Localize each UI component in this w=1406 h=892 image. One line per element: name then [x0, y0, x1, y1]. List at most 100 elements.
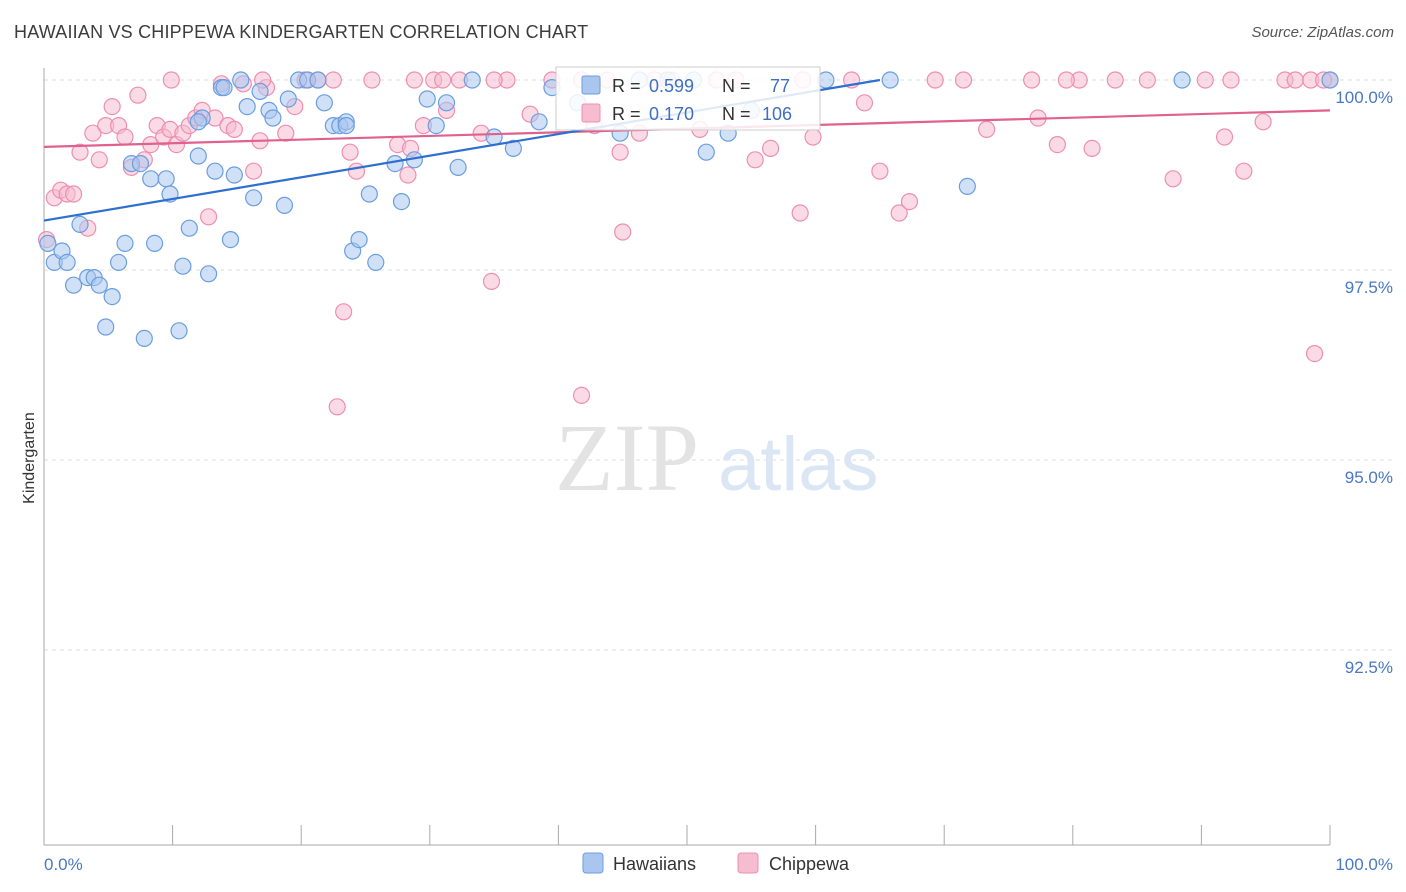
hawaiians-point-10: [103, 288, 121, 306]
chippewa-point-80: [1023, 71, 1041, 89]
hawaiians-point-29: [225, 166, 243, 184]
hawaiians-point-40: [309, 71, 327, 89]
hawaiians-point-3: [58, 253, 76, 271]
hawaiians-point-55: [449, 158, 467, 176]
bottom-legend-swatch-hawaiians: [582, 852, 604, 874]
hawaiians-point-56: [463, 71, 481, 89]
chippewa-point-7: [84, 124, 102, 142]
hawaiians-point-53: [427, 116, 445, 135]
chippewa-point-103: [434, 71, 452, 89]
chippewa-point-75: [890, 204, 908, 222]
chippewa-point-78: [954, 71, 973, 89]
legend-r-value-chippewa: 0.170: [649, 104, 694, 124]
hawaiians-point-57: [485, 128, 503, 146]
hawaiians-points: [39, 71, 1339, 347]
watermark-atlas: atlas: [718, 422, 879, 507]
chippewa-point-88: [1196, 71, 1214, 89]
chippewa-point-4: [64, 185, 83, 203]
series-legend: Hawaiians Chippewa: [582, 852, 850, 874]
chippewa-point-90: [1222, 71, 1240, 89]
chippewa-point-92: [1254, 113, 1272, 131]
hawaiians-point-15: [135, 329, 153, 347]
hawaiians-point-14: [131, 155, 150, 173]
legend-r-label-hawaiians: R =: [612, 76, 641, 96]
bottom-legend-label-chippewa: Chippewa: [769, 854, 850, 874]
y-axis-label: Kindergarten: [21, 412, 38, 504]
chippewa-point-82: [1048, 136, 1066, 154]
source-label: Source: ZipAtlas.com: [1251, 24, 1394, 41]
hawaiians-point-23: [189, 147, 207, 165]
legend-swatch-hawaiians: [581, 75, 601, 95]
chippewa-point-87: [1164, 170, 1182, 188]
hawaiians-point-26: [206, 162, 224, 180]
watermark-zip: ZIP: [555, 404, 699, 511]
hawaiians-point-12: [116, 234, 134, 252]
chippewa-point-25: [200, 208, 218, 226]
chippewa-point-8: [90, 151, 108, 169]
bottom-legend-swatch-chippewa: [737, 852, 759, 874]
chippewa-point-12: [116, 128, 134, 146]
hawaiians-point-11: [109, 253, 128, 271]
hawaiians-point-9: [97, 318, 115, 336]
legend-n-label-hawaiians: N =: [722, 76, 751, 96]
chippewa-point-29: [225, 120, 243, 138]
bottom-legend-label-hawaiians: Hawaiians: [613, 854, 696, 874]
chippewa-point-105: [162, 71, 180, 89]
chippewa-point-58: [572, 386, 591, 404]
hawaiians-point-8: [90, 276, 108, 294]
hawaiians-point-22: [180, 219, 198, 237]
legend-n-value-chippewa: 106: [762, 104, 792, 124]
chippewa-point-76: [900, 193, 919, 211]
hawaiians-point-69: [881, 71, 899, 89]
hawaiians-point-70: [958, 177, 976, 195]
chippewa-point-40: [335, 303, 353, 321]
chart-title: HAWAIIAN VS CHIPPEWA KINDERGARTEN CORREL…: [14, 22, 589, 42]
hawaiians-point-47: [360, 185, 378, 203]
chippewa-point-89: [1215, 128, 1234, 146]
chippewa-point-84: [1083, 139, 1101, 157]
chippewa-point-79: [978, 120, 996, 138]
hawaiians-point-33: [251, 82, 269, 101]
hawaiians-point-21: [174, 257, 192, 275]
correlation-legend: R = 0.599 N = 77 R = 0.170 N = 106: [555, 66, 821, 131]
y-tick-label-2: 97.5%: [1345, 278, 1393, 297]
hawaiians-point-59: [530, 113, 548, 131]
chippewa-point-69: [761, 139, 780, 157]
hawaiians-point-18: [157, 170, 175, 188]
legend-swatch-chippewa: [581, 103, 601, 123]
chippewa-point-96: [1305, 345, 1324, 363]
chippewa-point-42: [347, 162, 366, 180]
hawaiians-point-52: [418, 90, 436, 108]
hawaiians-point-37: [279, 90, 297, 108]
chippewa-point-10: [103, 97, 121, 116]
chippewa-point-14: [129, 86, 147, 104]
chippewa-point-31: [245, 162, 263, 180]
hawaiians-point-41: [315, 94, 333, 112]
hawaiians-point-75: [337, 116, 355, 135]
hawaiians-point-48: [367, 253, 385, 271]
chippewa-point-53: [482, 272, 501, 290]
chippewa-point-41: [341, 143, 359, 161]
hawaiians-point-72: [1321, 71, 1339, 89]
x-tick-label-1: 100.0%: [1335, 855, 1393, 874]
hawaiians-point-58: [504, 139, 522, 157]
hawaiians-point-16: [142, 170, 160, 188]
chippewa-point-45: [399, 166, 417, 184]
chippewa-point-43: [363, 71, 381, 89]
legend-r-label-chippewa: R =: [612, 104, 641, 124]
chippewa-point-74: [871, 162, 889, 180]
y-tick-label-1: 95.0%: [1345, 468, 1393, 487]
hawaiians-point-31: [238, 97, 256, 116]
chippewa-point-73: [855, 94, 874, 112]
chippewa-point-47: [405, 71, 423, 89]
hawaiians-point-54: [437, 94, 456, 112]
x-tick-label-0: 0.0%: [44, 855, 83, 874]
chippewa-point-34: [277, 124, 295, 142]
chippewa-point-62: [614, 223, 632, 241]
hawaiians-point-30: [232, 71, 250, 89]
hawaiians-point-32: [245, 189, 263, 207]
hawaiians-point-74: [215, 78, 233, 97]
chippewa-point-71: [804, 128, 822, 146]
chippewa-point-61: [611, 143, 629, 161]
